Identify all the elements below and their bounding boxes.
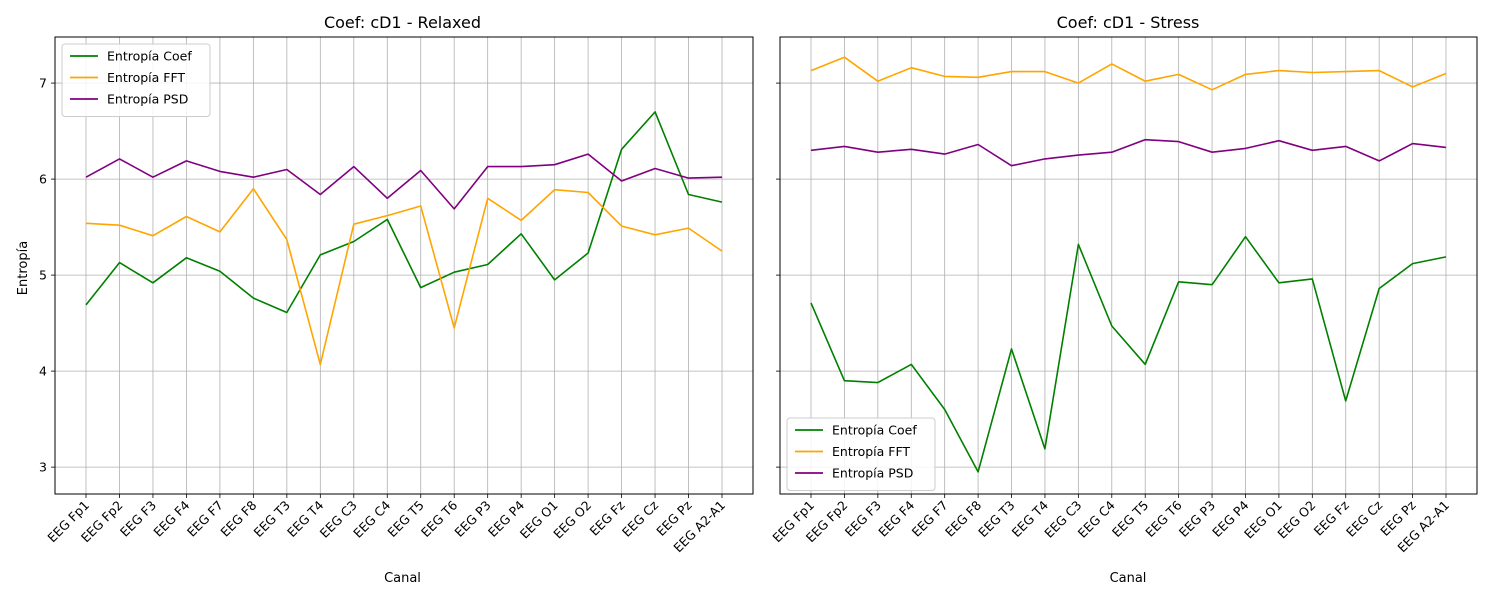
- legend-box: [786, 417, 936, 491]
- x-tick-label: EEG P3: [451, 498, 493, 540]
- series-line: [85, 187, 723, 366]
- x-tick-label: EEG P3: [1176, 498, 1218, 540]
- x-tick-label: EEG T5: [1109, 498, 1151, 540]
- x-tick-label: EEG T3: [975, 498, 1017, 540]
- legend: Entropía Coef Entropía FFT Entropía PSD: [786, 417, 936, 491]
- y-axis-label: Entropía: [16, 241, 31, 295]
- series-line: [810, 56, 1447, 91]
- x-tick-label: EEG Cz: [619, 497, 662, 540]
- plot-frame: [54, 36, 754, 495]
- x-axis-label: Canal: [384, 571, 421, 586]
- x-tick-label: EEG T6: [418, 497, 460, 539]
- series-line: [810, 235, 1447, 473]
- series-line: [85, 153, 723, 210]
- x-tick-label: EEG T3: [251, 498, 293, 540]
- series-line: [85, 111, 723, 314]
- x-tick-label: EEG C4: [350, 497, 393, 540]
- x-tick-label: EEG F7: [909, 498, 951, 540]
- x-tick-label: EEG F7: [184, 498, 226, 540]
- y-tick-label: 3: [39, 460, 47, 475]
- legend-label: Entropía FFT: [107, 70, 185, 85]
- y-tick-label: 6: [39, 172, 47, 187]
- subplot-relaxed: Coef: cD1 - Relaxed Entropía Canal EEG F…: [16, 13, 754, 586]
- x-tick-label: EEG F3: [117, 498, 159, 540]
- x-tick-label: EEG F4: [150, 497, 192, 539]
- legend-label: Entropía PSD: [107, 92, 188, 107]
- legend-box: [61, 43, 211, 117]
- x-tick-label: EEG Cz: [1343, 497, 1386, 540]
- x-tick-label: EEG T6: [1142, 497, 1184, 539]
- x-tick-label: EEG C4: [1075, 497, 1118, 540]
- plot-lines: [810, 56, 1447, 473]
- legend-label: Entropía Coef: [832, 423, 917, 438]
- series-line: [810, 138, 1447, 167]
- x-axis-label: Canal: [1110, 571, 1147, 586]
- x-tick-label: EEG O2: [1274, 498, 1318, 542]
- legend-label: Entropía Coef: [107, 49, 192, 64]
- x-tick-label: EEG F3: [842, 498, 884, 540]
- y-tick-label: 7: [39, 76, 47, 91]
- x-tick-label: EEG F4: [875, 497, 917, 539]
- legend-label: Entropía PSD: [832, 466, 913, 481]
- legend: Entropía Coef Entropía FFT Entropía PSD: [61, 43, 211, 117]
- x-tick-label: EEG O2: [550, 498, 594, 542]
- grid: [55, 37, 753, 494]
- plot-frame: [779, 36, 1478, 495]
- grid: [780, 37, 1477, 494]
- plot-lines: [85, 111, 723, 366]
- chart-title: Coef: cD1 - Stress: [1057, 13, 1200, 32]
- y-tick-label: 5: [39, 268, 47, 283]
- legend-label: Entropía FFT: [832, 444, 910, 459]
- y-tick-label: 4: [39, 364, 47, 379]
- chart-title: Coef: cD1 - Relaxed: [324, 13, 481, 32]
- x-tick-label: EEG T5: [384, 498, 426, 540]
